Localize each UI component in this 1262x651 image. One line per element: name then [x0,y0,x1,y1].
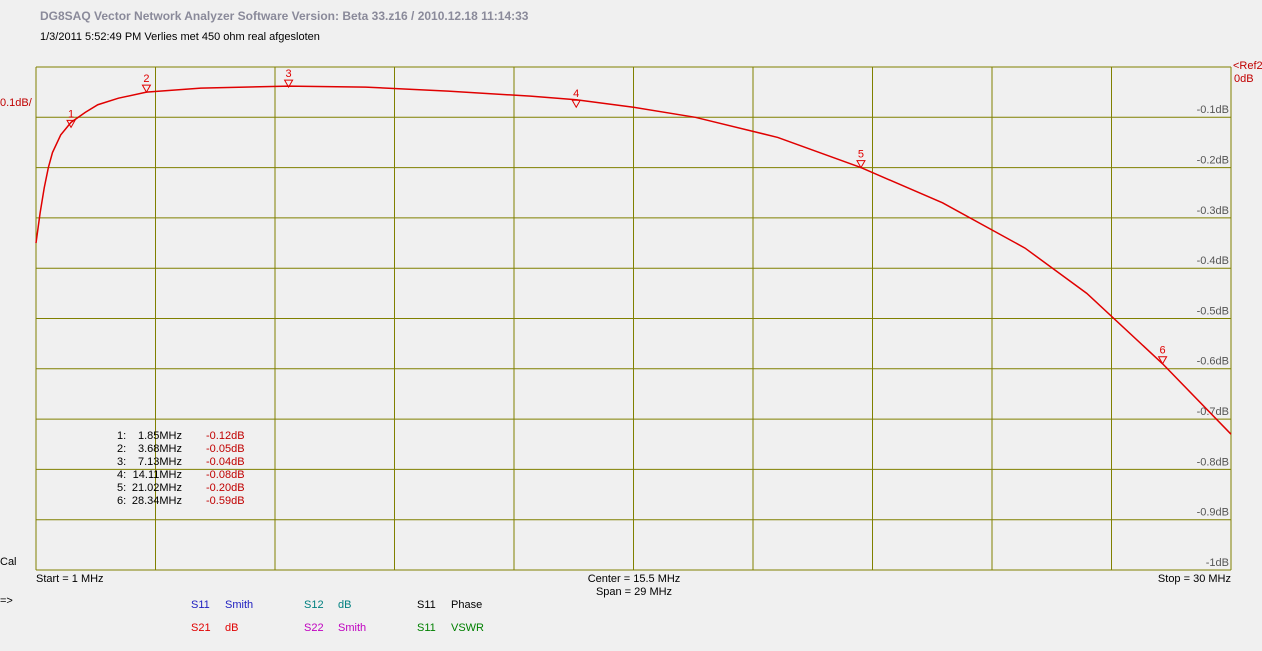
ref-value: 0dB [1234,73,1254,85]
button-param[interactable]: S11 [191,599,210,611]
y-tick-label: -1dB [1206,557,1229,569]
y-tick-label: -0.6dB [1197,356,1229,368]
button-param[interactable]: S21 [191,622,211,634]
marker-value: -0.12dB [206,430,245,442]
marker [141,84,152,94]
marker-number: 5: [117,482,126,494]
marker-value: -0.20dB [206,482,245,494]
button-mode[interactable]: Smith [225,599,253,611]
y-tick-label: -0.3dB [1197,205,1229,217]
button-param[interactable]: S11 [417,599,436,611]
button-mode[interactable]: VSWR [451,622,484,634]
marker-frequency: 1.85MHz [138,430,182,442]
y-tick-label: -0.7dB [1197,406,1229,418]
app-title: DG8SAQ Vector Network Analyzer Software … [40,9,529,23]
button-mode[interactable]: dB [338,599,351,611]
y-tick-label: -0.4dB [1197,255,1229,267]
marker-label: 4 [573,88,579,100]
button-param[interactable]: S22 [304,622,324,634]
button-mode[interactable]: Phase [451,599,482,611]
button-mode[interactable]: Smith [338,622,366,634]
y-tick-label: -0.1dB [1197,104,1229,116]
marker [1157,356,1168,365]
marker-number: 2: [117,443,126,455]
marker-label: 5 [858,149,864,161]
y-tick-label: -0.8dB [1197,456,1229,468]
marker-value: -0.05dB [206,443,245,455]
marker-number: 4: [117,469,126,481]
subtitle: 1/3/2011 5:52:49 PM Verlies met 450 ohm … [40,31,320,43]
center-label: Center = 15.5 MHz [588,573,681,585]
marker-frequency: 28.34MHz [132,495,182,507]
marker-frequency: 21.02MHz [132,482,182,494]
marker [856,160,866,169]
marker-value: -0.04dB [206,456,245,468]
ref-label: <Ref2 [1233,60,1262,72]
marker-frequency: 7.13MHz [138,456,182,468]
y-tick-label: -0.9dB [1197,507,1229,519]
marker-frequency: 14.11MHz [133,469,182,481]
marker [66,119,76,129]
cal-label: Cal [0,556,17,568]
marker-frequency: 3.68MHz [138,443,182,455]
marker-number: 3: [117,456,126,468]
marker [283,79,294,89]
marker-label: 3 [286,68,292,80]
marker [571,99,582,109]
trace [35,85,1232,435]
y-tick-label: -0.5dB [1197,305,1229,317]
button-mode[interactable]: dB [225,622,238,634]
marker-value: -0.59dB [206,495,245,507]
marker-number: 6: [117,495,126,507]
marker-value: -0.08dB [206,469,245,481]
marker-label: 1 [68,108,74,120]
marker-label: 2 [143,73,149,85]
marker-number: 1: [117,430,126,442]
marker-label: 6 [1160,345,1166,357]
stop-label: Stop = 30 MHz [1158,573,1231,585]
button-param[interactable]: S12 [304,599,324,611]
y-tick-label: -0.2dB [1197,155,1229,167]
span-label: Span = 29 MHz [596,586,672,598]
arrow-label: => [0,595,13,607]
scale-label: 0.1dB/ [0,97,33,109]
start-label: Start = 1 MHz [36,573,104,585]
button-param[interactable]: S11 [417,622,436,634]
